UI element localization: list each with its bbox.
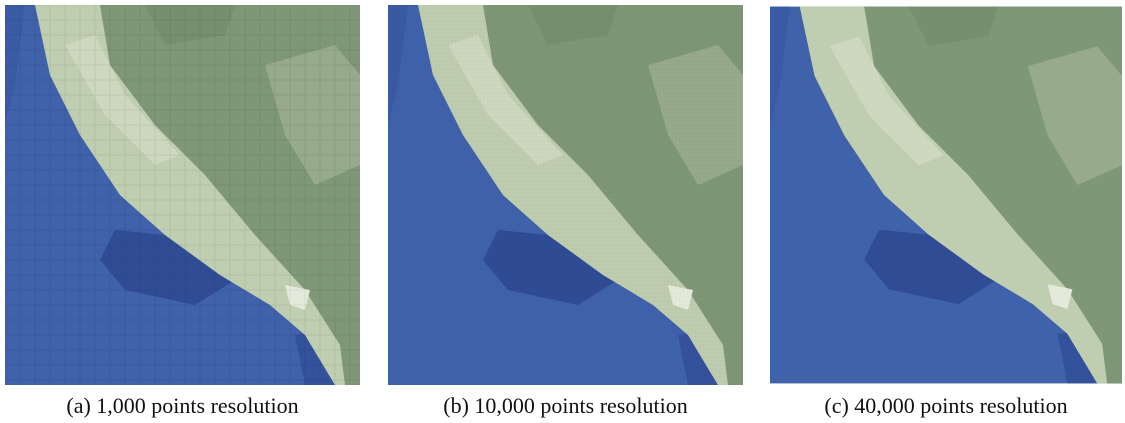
figure-page: (a) 1,000 points resolution (b) 10,000 p…: [0, 0, 1125, 423]
map-image-a: [5, 5, 360, 385]
caption: (c) 40,000 points resolution: [770, 393, 1122, 419]
map-image-b: [388, 5, 743, 385]
caption: (a) 1,000 points resolution: [5, 393, 360, 419]
map-image-c: [770, 5, 1122, 385]
caption: (b) 10,000 points resolution: [388, 393, 743, 419]
